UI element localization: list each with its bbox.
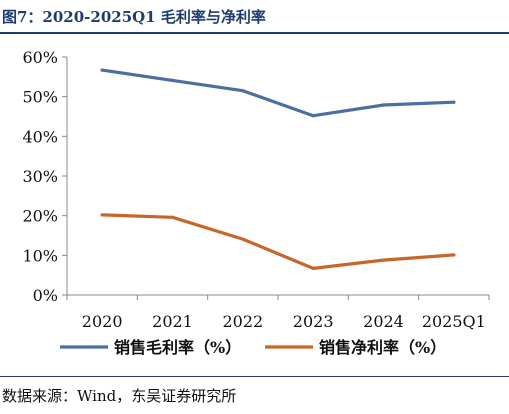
x-tick-label: 2021 [152,312,193,331]
data-point [311,266,315,271]
data-point [381,258,386,262]
data-point [170,215,175,219]
title-divider [0,32,509,34]
chart-legend: 销售毛利率（%） 销售净利率（%） [60,338,446,357]
data-point [452,253,456,257]
chart-axes: 0% 10% 20% 30% 40% 50% 60% 2020 2021 2022 2023 2024… [22,48,490,331]
data-point [100,213,104,217]
figure-title: 图7：2020-2025Q1 毛利率与净利率 [2,8,266,26]
series-layer [100,68,456,271]
source-divider [0,376,509,377]
y-tick-label: 50% [22,88,58,107]
x-tick-label: 2023 [293,312,334,331]
source-note: 数据来源：Wind，东吴证券研究所 [2,387,237,405]
data-point [170,78,175,83]
y-tick-label: 20% [22,207,58,226]
x-tick-label: 2022 [222,312,263,331]
legend-label: 销售毛利率（%） [114,338,241,357]
data-point [241,237,245,241]
x-tick-label: 2024 [363,312,404,331]
series-line-2 [100,213,456,270]
y-tick-label: 0% [33,286,58,305]
y-tick-label: 60% [22,48,58,67]
data-point [241,89,245,93]
x-tick-label: 2020 [82,312,123,331]
y-tick-label: 40% [22,127,58,146]
data-point [100,68,104,72]
series-line-1 [100,68,456,118]
legend-label: 销售净利率（%） [319,338,446,357]
y-tick-label: 30% [22,167,58,186]
data-point [452,100,456,104]
data-point [381,103,386,107]
y-tick-label: 10% [22,246,58,265]
x-tick-label: 2025Q1 [422,312,486,331]
data-point [311,114,315,118]
